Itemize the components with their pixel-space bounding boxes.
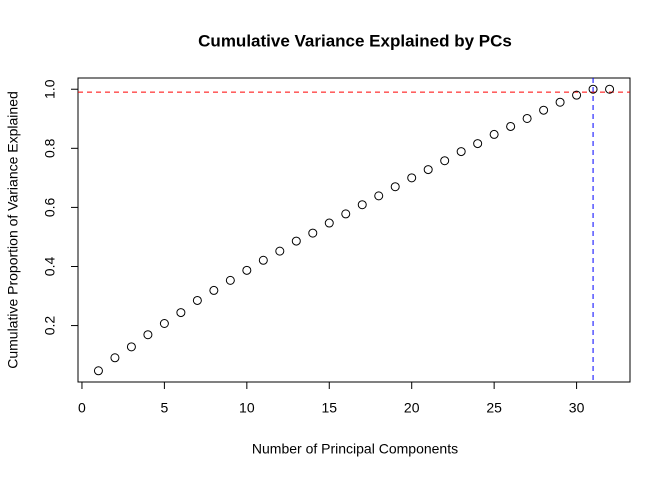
x-tick-label: 25 xyxy=(486,400,502,416)
point xyxy=(605,84,615,94)
point xyxy=(341,209,351,219)
x-tick-label: 0 xyxy=(78,400,86,416)
point xyxy=(572,90,582,100)
point xyxy=(192,295,202,305)
x-tick-label: 10 xyxy=(239,400,255,416)
point xyxy=(423,165,433,175)
point xyxy=(93,366,103,376)
point xyxy=(473,139,483,149)
point xyxy=(258,255,268,265)
y-axis-label: Cumulative Proportion of Variance Explai… xyxy=(5,91,21,369)
y-tick-label: 0.2 xyxy=(42,316,58,336)
point xyxy=(357,200,367,210)
point xyxy=(176,308,186,318)
x-tick-label: 15 xyxy=(321,400,337,416)
point xyxy=(242,265,252,275)
point xyxy=(588,84,598,94)
point xyxy=(308,228,318,238)
point xyxy=(539,105,549,115)
x-axis-label: Number of Principal Components xyxy=(252,441,458,457)
point xyxy=(291,236,301,246)
y-tick-label: 1.0 xyxy=(42,79,58,99)
x-tick-label: 20 xyxy=(404,400,420,416)
point xyxy=(374,191,384,201)
point xyxy=(159,319,169,329)
point xyxy=(143,330,153,340)
point xyxy=(555,97,565,107)
point xyxy=(522,113,532,123)
x-tick-label: 5 xyxy=(160,400,168,416)
point xyxy=(324,218,334,228)
x-tick-label: 30 xyxy=(569,400,585,416)
chart-title: Cumulative Variance Explained by PCs xyxy=(198,31,512,50)
point xyxy=(506,121,516,131)
point xyxy=(390,182,400,192)
point xyxy=(275,246,285,256)
point xyxy=(209,285,219,295)
y-tick-label: 0.6 xyxy=(42,197,58,217)
point xyxy=(110,353,120,363)
point xyxy=(225,275,235,285)
point xyxy=(456,147,466,157)
point xyxy=(489,129,499,139)
plot-box xyxy=(77,77,631,383)
point xyxy=(126,342,136,352)
point xyxy=(407,173,417,183)
y-tick-label: 0.4 xyxy=(42,257,58,277)
y-tick-label: 0.8 xyxy=(42,138,58,158)
point xyxy=(440,156,450,166)
